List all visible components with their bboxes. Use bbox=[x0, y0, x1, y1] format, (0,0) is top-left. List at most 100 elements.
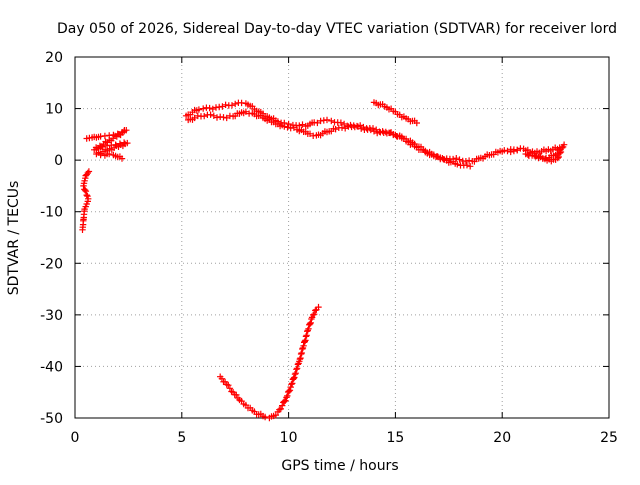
data-point-marker bbox=[294, 361, 302, 368]
data-point-marker bbox=[358, 125, 365, 132]
x-tick-label: 0 bbox=[71, 430, 80, 446]
axis-ticks bbox=[74, 56, 610, 419]
data-point-marker bbox=[292, 370, 299, 377]
data-point-marker bbox=[282, 397, 289, 404]
data-point-marker bbox=[337, 119, 345, 126]
data-point-marker bbox=[288, 381, 295, 388]
data-point-marker bbox=[293, 366, 300, 373]
data-point-marker bbox=[454, 161, 461, 168]
data-point-marker bbox=[293, 365, 301, 372]
y-tick-label: 20 bbox=[45, 50, 63, 66]
y-tick-label: 0 bbox=[54, 153, 63, 169]
series-hump-track bbox=[370, 99, 420, 127]
data-point-marker bbox=[453, 155, 460, 162]
data-point-marker bbox=[312, 307, 319, 314]
data-point-marker bbox=[207, 111, 214, 118]
y-tick-label: -50 bbox=[40, 411, 63, 427]
series-main-upper-track bbox=[182, 99, 521, 165]
data-point-marker bbox=[84, 192, 91, 200]
y-tick-label: -30 bbox=[40, 308, 63, 324]
y-tick-label: -20 bbox=[40, 256, 63, 272]
series-early-positive bbox=[83, 127, 131, 162]
data-point-marker bbox=[510, 147, 518, 155]
data-point-marker bbox=[200, 105, 207, 112]
data-point-marker bbox=[296, 122, 303, 129]
data-point-marker bbox=[555, 153, 562, 161]
data-point-marker bbox=[286, 387, 294, 394]
series-deep-dip bbox=[217, 303, 322, 422]
data-point-marker bbox=[367, 126, 374, 134]
data-point-marker bbox=[83, 191, 90, 199]
grid-lines bbox=[75, 57, 609, 418]
data-point-marker bbox=[554, 154, 561, 162]
data-point-marker bbox=[277, 405, 284, 413]
data-point-marker bbox=[528, 152, 536, 159]
data-point-marker bbox=[289, 380, 296, 387]
data-point-marker bbox=[306, 320, 314, 328]
data-point-marker bbox=[195, 106, 203, 113]
y-tick-labels: -50 -40 -30 -20 -10 0 10 20 bbox=[40, 50, 63, 427]
data-point-marker bbox=[228, 102, 236, 109]
data-point-marker bbox=[304, 327, 311, 334]
data-point-marker bbox=[81, 187, 89, 194]
data-point-marker bbox=[81, 186, 88, 193]
data-point-marker bbox=[222, 101, 229, 108]
data-point-marker bbox=[501, 147, 508, 154]
data-point-marker bbox=[279, 402, 286, 409]
data-point-marker bbox=[285, 120, 292, 128]
data-point-marker bbox=[93, 150, 100, 158]
y-axis-label: SDTVAR / TECUs bbox=[6, 181, 22, 296]
y-tick-label: -40 bbox=[40, 359, 63, 375]
data-point-marker bbox=[299, 121, 306, 128]
y-tick-label: -10 bbox=[40, 205, 63, 221]
data-points bbox=[79, 99, 568, 422]
chart-title: Day 050 of 2026, Sidereal Day-to-day VTE… bbox=[57, 21, 617, 37]
data-point-marker bbox=[209, 105, 216, 113]
data-point-marker bbox=[303, 332, 310, 339]
data-point-marker bbox=[310, 311, 317, 319]
x-tick-label: 10 bbox=[280, 430, 298, 446]
data-point-marker bbox=[261, 413, 269, 421]
data-point-marker bbox=[557, 148, 565, 156]
data-point-marker bbox=[560, 141, 568, 148]
data-point-marker bbox=[291, 374, 298, 381]
data-point-marker bbox=[284, 392, 291, 400]
data-point-marker bbox=[315, 303, 322, 311]
data-point-marker bbox=[285, 388, 293, 395]
data-point-marker bbox=[84, 169, 91, 177]
x-axis-label: GPS time / hours bbox=[281, 458, 398, 474]
x-tick-label: 25 bbox=[600, 430, 618, 446]
x-tick-label: 15 bbox=[386, 430, 404, 446]
data-point-marker bbox=[323, 116, 331, 124]
data-point-marker bbox=[272, 411, 279, 419]
data-point-marker bbox=[201, 112, 208, 120]
data-point-marker bbox=[281, 398, 288, 405]
data-point-marker bbox=[106, 150, 113, 158]
data-point-marker bbox=[228, 388, 235, 395]
x-tick-label: 20 bbox=[493, 430, 511, 446]
data-point-marker bbox=[206, 104, 213, 112]
data-point-marker bbox=[456, 156, 463, 163]
data-point-marker bbox=[374, 129, 381, 137]
data-point-marker bbox=[290, 375, 297, 382]
data-point-marker bbox=[338, 124, 346, 131]
data-point-marker bbox=[276, 406, 283, 413]
data-point-marker bbox=[463, 162, 471, 169]
series-early-negative bbox=[79, 168, 93, 233]
plot-frame bbox=[74, 56, 610, 419]
data-point-marker bbox=[118, 155, 126, 162]
data-point-marker bbox=[507, 148, 514, 156]
data-point-marker bbox=[328, 117, 335, 125]
data-point-marker bbox=[467, 163, 474, 170]
data-point-marker bbox=[305, 325, 312, 332]
data-point-marker bbox=[556, 149, 564, 157]
data-point-marker bbox=[307, 319, 314, 327]
data-point-marker bbox=[232, 100, 239, 108]
data-point-marker bbox=[311, 311, 318, 318]
series-late-tail bbox=[507, 141, 568, 165]
y-tick-label: 10 bbox=[45, 102, 63, 118]
data-point-marker bbox=[291, 371, 299, 378]
data-point-marker bbox=[225, 382, 232, 389]
